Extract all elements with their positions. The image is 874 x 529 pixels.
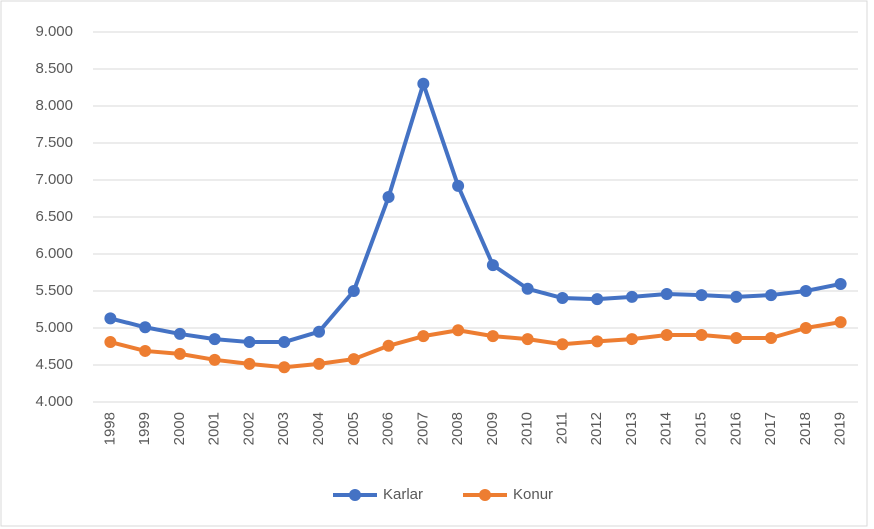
point <box>452 179 465 192</box>
legend-label: Konur <box>513 486 553 503</box>
point <box>104 336 117 349</box>
point <box>765 331 778 344</box>
point <box>417 330 430 343</box>
x-tick-label: 2015 <box>692 412 709 445</box>
x-tick-label: 2016 <box>727 412 744 445</box>
point <box>765 289 778 302</box>
x-tick-label: 2005 <box>345 412 362 445</box>
x-tick-label: 2017 <box>762 412 779 445</box>
x-tick-label: 2019 <box>832 412 849 445</box>
x-tick-label: 2000 <box>171 412 188 445</box>
point <box>173 347 186 360</box>
y-tick-label: 8.000 <box>35 97 73 114</box>
x-tick-label: 1999 <box>136 412 153 445</box>
point <box>313 357 326 370</box>
point <box>591 335 604 348</box>
y-tick-label: 5.500 <box>35 282 73 299</box>
point <box>173 327 186 340</box>
point <box>382 191 395 204</box>
point <box>243 357 256 370</box>
x-tick-label: 2018 <box>797 412 814 445</box>
y-tick-label: 7.000 <box>35 171 73 188</box>
x-tick-label: 2004 <box>310 412 327 445</box>
x-tick-label: 2007 <box>414 412 431 445</box>
point <box>139 344 152 357</box>
point <box>556 338 569 351</box>
point <box>834 277 847 290</box>
point <box>139 321 152 334</box>
line-series <box>109 81 842 345</box>
x-tick-label: 2012 <box>588 412 605 445</box>
y-tick-label: 7.500 <box>35 134 73 151</box>
point <box>104 312 117 325</box>
x-tick-label: 2001 <box>206 412 223 445</box>
y-tick-label: 9.000 <box>35 23 73 40</box>
point <box>278 336 291 349</box>
legend-marker <box>349 489 361 501</box>
y-tick-label: 4.000 <box>35 393 73 410</box>
point <box>730 290 743 303</box>
line-series <box>109 320 841 370</box>
point <box>521 282 534 295</box>
x-tick-label: 2014 <box>658 412 675 445</box>
point <box>347 285 360 297</box>
point <box>243 336 256 349</box>
point <box>347 353 360 366</box>
x-tick-label: 2010 <box>519 412 536 445</box>
point <box>521 333 534 346</box>
point <box>834 316 847 329</box>
point <box>278 361 291 374</box>
point <box>417 77 430 90</box>
y-tick-label: 5.000 <box>35 319 73 336</box>
x-tick-label: 2003 <box>275 412 292 445</box>
point <box>591 293 604 306</box>
x-tick-label: 2013 <box>623 412 640 445</box>
legend-marker <box>479 489 491 501</box>
point <box>660 329 673 342</box>
point <box>695 289 708 302</box>
point <box>208 353 221 366</box>
x-tick-label: 2008 <box>449 412 466 445</box>
x-tick-label: 2011 <box>553 412 570 444</box>
y-tick-label: 8.500 <box>35 60 73 77</box>
y-tick-label: 6.500 <box>35 208 73 225</box>
x-tick-label: 1998 <box>101 412 118 445</box>
point <box>382 339 395 352</box>
point <box>208 333 221 346</box>
x-tick-label: 2009 <box>484 412 501 445</box>
y-tick-label: 4.500 <box>35 356 73 373</box>
point <box>452 324 465 337</box>
point <box>799 285 812 297</box>
legend-label: Karlar <box>383 486 423 503</box>
point <box>625 333 638 346</box>
point <box>695 329 708 342</box>
point <box>730 331 743 344</box>
point <box>313 325 326 338</box>
point <box>556 292 569 305</box>
point <box>660 287 673 300</box>
point <box>486 330 499 343</box>
x-tick-label: 2006 <box>380 412 397 445</box>
x-tick-label: 2002 <box>240 412 257 445</box>
y-tick-label: 6.000 <box>35 245 73 262</box>
point <box>799 322 812 334</box>
point <box>625 290 638 303</box>
point <box>486 259 499 272</box>
